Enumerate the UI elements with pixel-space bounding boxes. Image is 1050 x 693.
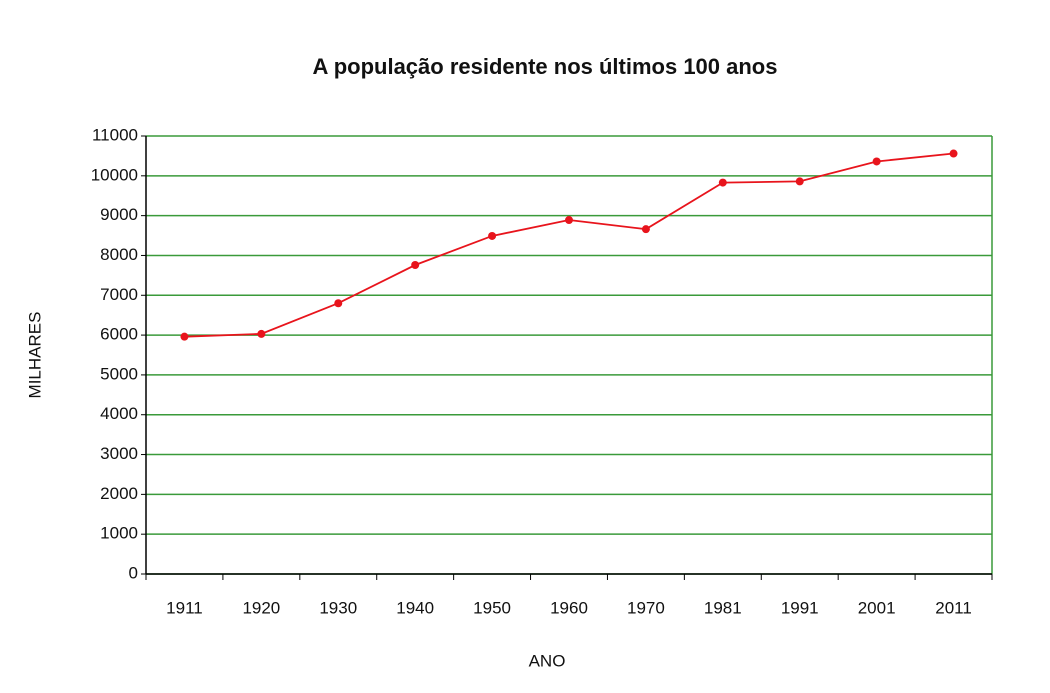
x-tick-label: 2001 bbox=[858, 598, 896, 617]
chart-title: A população residente nos últimos 100 an… bbox=[313, 54, 778, 79]
x-tick-label: 1920 bbox=[242, 598, 280, 617]
y-axis-label: MILHARES bbox=[25, 312, 44, 399]
x-tick-label: 1970 bbox=[627, 598, 665, 617]
x-tick-label: 1911 bbox=[166, 598, 203, 617]
x-axis-label: ANO bbox=[529, 651, 566, 670]
point bbox=[641, 225, 650, 234]
y-tick-label: 4000 bbox=[100, 404, 138, 423]
point bbox=[180, 332, 189, 341]
y-tick-label: 6000 bbox=[100, 325, 138, 344]
x-tick-label: 1940 bbox=[396, 598, 434, 617]
x-tick-label: 1930 bbox=[319, 598, 357, 617]
y-tick-label: 10000 bbox=[91, 165, 138, 184]
point bbox=[718, 178, 727, 187]
point bbox=[257, 329, 266, 338]
point bbox=[334, 299, 343, 308]
y-tick-label: 5000 bbox=[100, 364, 138, 383]
x-tick-label: 2011 bbox=[935, 598, 972, 617]
x-tick-label: 1950 bbox=[473, 598, 511, 617]
x-tick-label: 1991 bbox=[781, 598, 819, 617]
x-tick-label: 1981 bbox=[704, 598, 742, 617]
point bbox=[872, 157, 881, 166]
point bbox=[565, 216, 573, 225]
y-tick-label: 8000 bbox=[100, 245, 138, 264]
y-tick-label: 0 bbox=[129, 563, 138, 582]
y-tick-label: 1000 bbox=[100, 524, 138, 543]
y-tick-label: 11000 bbox=[92, 125, 138, 144]
y-tick-label: 3000 bbox=[100, 444, 138, 463]
x-tick-label: 1960 bbox=[550, 598, 588, 617]
point bbox=[488, 231, 497, 240]
y-tick-label: 2000 bbox=[100, 484, 138, 503]
point bbox=[949, 149, 958, 158]
y-tick-label: 7000 bbox=[100, 285, 138, 304]
y-tick-label: 9000 bbox=[100, 205, 138, 224]
point bbox=[795, 177, 804, 186]
point bbox=[411, 261, 420, 270]
